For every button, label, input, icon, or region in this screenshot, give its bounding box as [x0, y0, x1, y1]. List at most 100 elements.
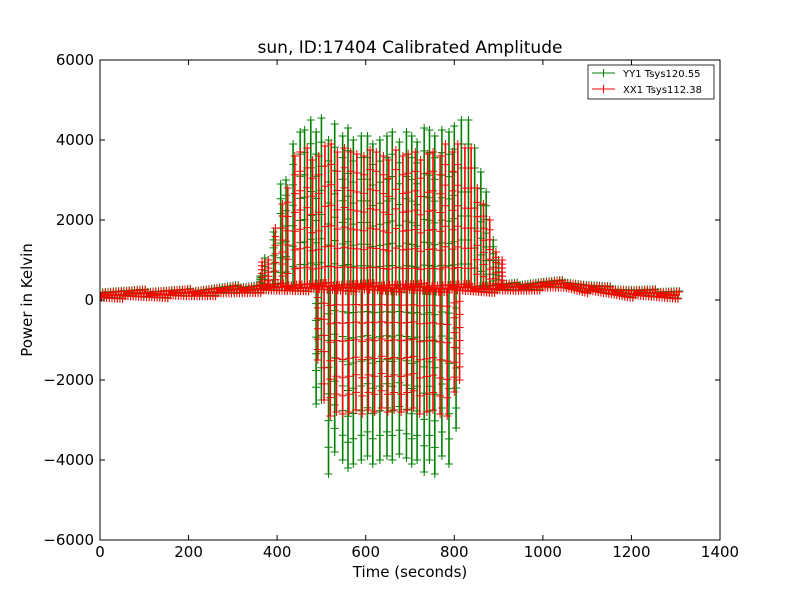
series-baseline-markers	[100, 276, 684, 303]
y-axis-label: Power in Kelvin	[18, 243, 36, 357]
series-marker	[333, 148, 342, 272]
series-marker	[444, 128, 453, 270]
series-marker	[290, 152, 299, 273]
y-tick-label: 2000	[56, 211, 94, 229]
series-marker	[443, 302, 452, 420]
series-marker	[430, 132, 439, 271]
series-marker	[429, 148, 438, 273]
legend-marker-xx1	[599, 85, 608, 93]
series-1	[100, 140, 684, 420]
series-marker	[370, 300, 379, 416]
y-tick-label: 0	[84, 291, 94, 309]
legend: YY1 Tsys120.55 XX1 Tsys112.38	[587, 64, 715, 100]
series-marker	[491, 248, 500, 288]
series-marker	[359, 152, 368, 273]
y-tick-label: −2000	[43, 371, 94, 389]
series-marker	[411, 148, 420, 273]
axis-ticks: 0 200 400 600 800 1000 1200 1400 −6000 −4000 −2000…	[43, 51, 739, 561]
legend-label-yy1: YY1 Tsys120.55	[622, 69, 701, 80]
series-marker	[498, 256, 507, 289]
series-marker	[320, 299, 329, 404]
series-marker	[308, 156, 317, 273]
series-marker	[379, 152, 388, 273]
series-marker	[403, 301, 412, 414]
series-marker	[375, 308, 384, 464]
series-marker	[278, 200, 287, 280]
plot-area	[100, 60, 720, 540]
series-marker	[312, 299, 321, 408]
x-tick-label: 200	[174, 543, 203, 561]
series-marker	[364, 300, 373, 414]
x-tick-label: 1000	[524, 543, 562, 561]
series-marker	[338, 301, 347, 418]
series-marker	[423, 150, 432, 273]
series-marker	[358, 301, 367, 418]
series-marker	[402, 308, 411, 462]
series-marker	[363, 307, 372, 460]
series-marker	[366, 146, 375, 272]
series-marker	[296, 148, 305, 272]
series-marker	[391, 146, 400, 272]
x-tick-label: 800	[440, 543, 469, 561]
series-marker	[314, 152, 323, 273]
series-marker	[425, 126, 434, 270]
series-marker	[344, 124, 352, 269]
series-marker	[372, 148, 381, 272]
series-marker	[436, 301, 445, 418]
series-marker	[416, 156, 425, 274]
series-marker	[467, 144, 476, 273]
x-tick-label: 1400	[701, 543, 739, 561]
series-marker	[395, 138, 404, 271]
series-marker	[352, 150, 361, 272]
series-marker	[338, 132, 347, 270]
series-marker	[422, 301, 431, 416]
series-marker	[258, 258, 267, 289]
series-marker	[326, 301, 335, 420]
series-marker	[404, 150, 413, 273]
series-marker	[363, 132, 372, 270]
legend-box	[587, 64, 715, 100]
series-marker	[344, 300, 353, 416]
series-marker	[425, 308, 434, 464]
series-marker	[271, 224, 280, 284]
y-tick-label: 6000	[56, 51, 94, 69]
series-marker	[430, 310, 439, 478]
series-marker	[397, 301, 406, 416]
x-axis-label: Time (seconds)	[352, 563, 468, 581]
series-marker	[415, 301, 424, 418]
series-marker	[473, 184, 482, 279]
series-marker	[455, 297, 464, 384]
y-tick-label: −4000	[43, 451, 94, 469]
y-tick-label: −6000	[43, 531, 94, 549]
series-marker	[283, 184, 292, 278]
legend-label-xx1: XX1 Tsys112.38	[623, 85, 702, 96]
series-marker	[357, 308, 366, 464]
series-marker	[390, 300, 399, 414]
series-marker	[482, 188, 491, 279]
series-marker	[330, 120, 339, 268]
series-marker	[349, 308, 358, 468]
series-marker	[327, 140, 336, 271]
series-marker	[429, 301, 438, 414]
series-marker	[357, 132, 366, 270]
x-tick-label: 600	[351, 543, 380, 561]
series-marker	[340, 144, 349, 271]
series-marker	[346, 148, 355, 272]
series-marker	[330, 306, 339, 456]
series-marker	[384, 156, 393, 274]
series-marker	[349, 136, 358, 271]
series-marker	[409, 300, 418, 412]
series-marker	[448, 148, 457, 273]
series-marker	[375, 136, 384, 271]
series-marker	[383, 301, 392, 416]
x-tick-label: 1200	[612, 543, 650, 561]
series-marker	[351, 300, 360, 414]
series-marker	[450, 122, 459, 269]
series-marker	[368, 308, 377, 468]
series-marker	[398, 152, 407, 273]
series-marker	[344, 309, 352, 472]
x-tick-label: 0	[95, 543, 105, 561]
series-marker	[485, 216, 494, 283]
series-marker	[303, 144, 312, 272]
